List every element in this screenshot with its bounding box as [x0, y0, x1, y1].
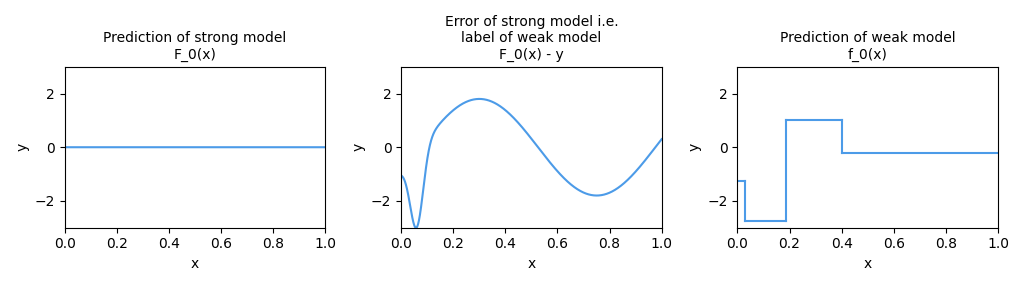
Title: Error of strong model i.e.
label of weak model
F_0(x) - y: Error of strong model i.e. label of weak… [444, 15, 618, 61]
X-axis label: x: x [190, 257, 200, 271]
X-axis label: x: x [527, 257, 536, 271]
X-axis label: x: x [863, 257, 871, 271]
Title: Prediction of strong model
F_0(x): Prediction of strong model F_0(x) [103, 31, 287, 61]
Title: Prediction of weak model
f_0(x): Prediction of weak model f_0(x) [780, 31, 955, 61]
Y-axis label: y: y [688, 143, 701, 151]
Y-axis label: y: y [15, 143, 29, 151]
Y-axis label: y: y [351, 143, 366, 151]
